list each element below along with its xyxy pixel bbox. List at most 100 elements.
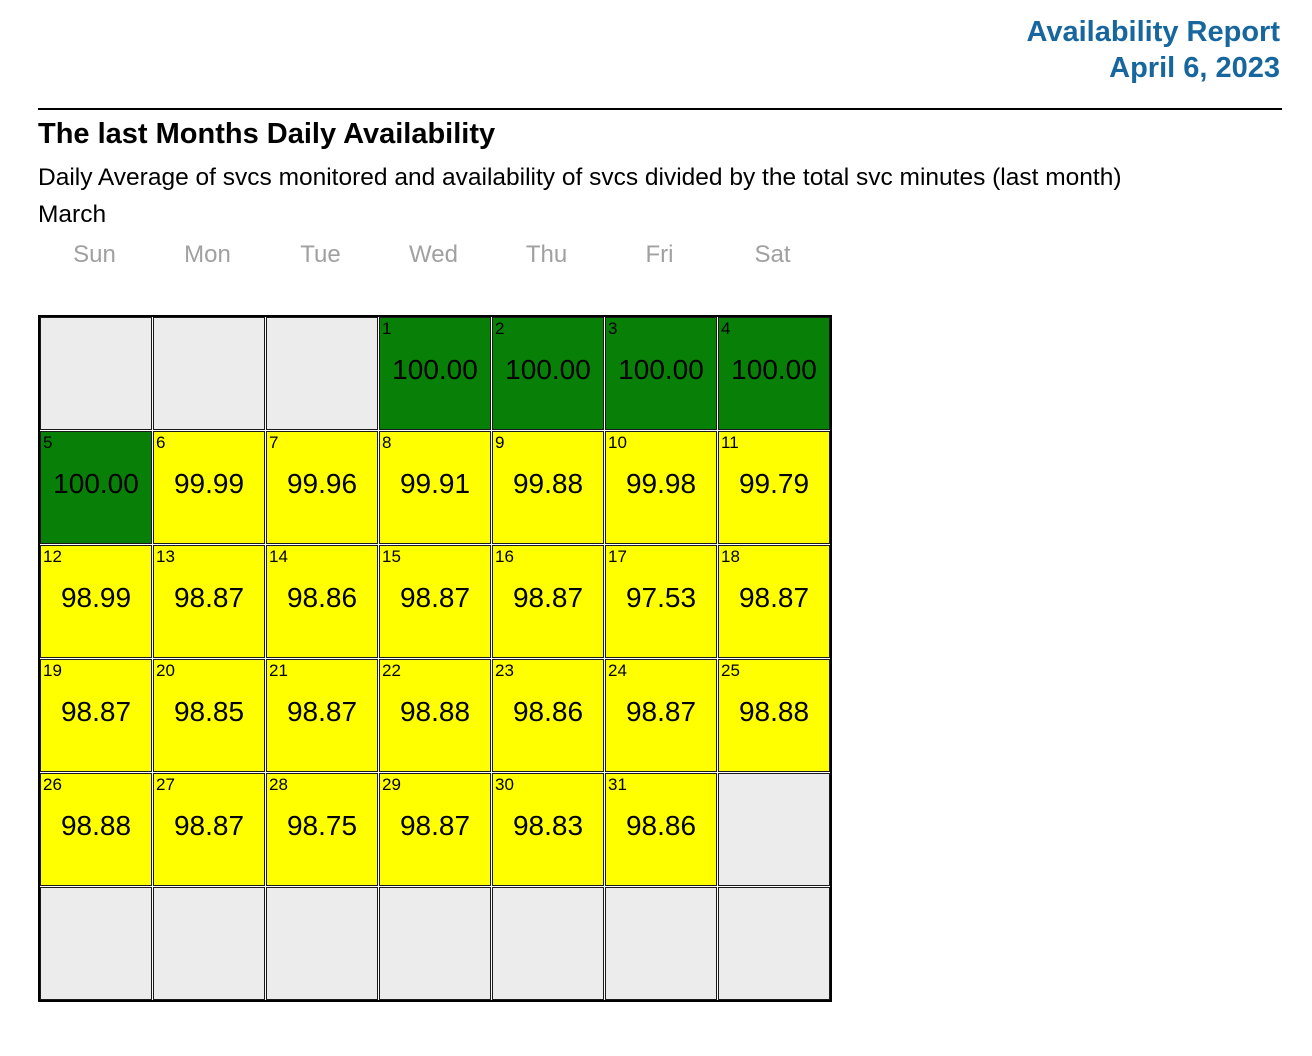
calendar-day-5: 5 100.00 [40,431,152,544]
day-number: 29 [382,775,401,794]
calendar-day-1: 1 100.00 [379,317,491,430]
day-number: 30 [495,775,514,794]
calendar-day-16: 16 98.87 [492,545,604,658]
calendar-day-4: 4 100.00 [718,317,830,430]
day-number: 31 [608,775,627,794]
availability-value: 99.79 [738,468,810,499]
day-number: 19 [43,661,62,680]
calendar-day-20: 20 98.85 [153,659,265,772]
calendar-day-27: 27 98.87 [153,773,265,886]
calendar-empty-cell [153,887,265,1000]
calendar-day-30: 30 98.83 [492,773,604,886]
availability-value: 100.00 [618,354,704,385]
day-number: 23 [495,661,514,680]
weekday-label-tue: Tue [300,241,341,268]
availability-value: 98.87 [625,696,697,727]
availability-value: 98.87 [399,810,471,841]
calendar-day-22: 22 98.88 [379,659,491,772]
weekday-label-mon: Mon [184,241,231,268]
availability-value: 98.85 [173,696,245,727]
day-number: 16 [495,547,514,566]
availability-value: 98.87 [173,810,245,841]
availability-value: 99.91 [399,468,471,499]
calendar-day-25: 25 98.88 [718,659,830,772]
day-number: 11 [721,433,739,452]
weekday-header-row: Sun Mon Tue Wed Thu Fri Sat [38,241,1282,269]
calendar-day-15: 15 98.87 [379,545,491,658]
calendar-day-13: 13 98.87 [153,545,265,658]
availability-value: 100.00 [392,354,478,385]
day-number: 18 [721,547,740,566]
weekday-label-wed: Wed [409,241,458,268]
availability-value: 99.99 [173,468,245,499]
availability-value: 98.87 [173,582,245,613]
calendar-day-29: 29 98.87 [379,773,491,886]
calendar-day-3: 3 100.00 [605,317,717,430]
availability-value: 98.88 [738,696,810,727]
availability-value: 98.83 [512,810,584,841]
calendar-day-6: 6 99.99 [153,431,265,544]
calendar-empty-cell [718,773,830,886]
day-number: 22 [382,661,401,680]
availability-value: 99.96 [286,468,358,499]
calendar-day-17: 17 97.53 [605,545,717,658]
weekday-label-fri: Fri [645,241,674,268]
availability-value: 100.00 [505,354,591,385]
calendar-day-11: 11 99.79 [718,431,830,544]
availability-value: 99.98 [625,468,697,499]
day-number: 17 [608,547,627,566]
day-number: 25 [721,661,740,680]
availability-value: 98.87 [286,696,358,727]
day-number: 15 [382,547,401,566]
calendar-day-8: 8 99.91 [379,431,491,544]
calendar-day-12: 12 98.99 [40,545,152,658]
weekday-label-sun: Sun [73,241,116,268]
calendar-empty-cell [718,887,830,1000]
day-number: 24 [608,661,627,680]
availability-value: 98.75 [286,810,358,841]
availability-value: 98.88 [399,696,471,727]
calendar-day-19: 19 98.87 [40,659,152,772]
availability-value: 98.86 [625,810,697,841]
header-divider-rule [38,108,1282,110]
availability-value: 98.87 [738,582,810,613]
day-number: 20 [156,661,175,680]
availability-value: 99.88 [512,468,584,499]
day-number: 21 [269,661,288,680]
report-title: Availability Report [1026,16,1280,48]
availability-value: 98.87 [60,696,132,727]
day-number: 8 [382,433,392,452]
day-number: 6 [156,433,166,452]
weekday-label-thu: Thu [525,241,568,268]
day-number: 28 [269,775,288,794]
day-number: 7 [269,433,279,452]
calendar-day-14: 14 98.86 [266,545,378,658]
day-number: 12 [43,547,62,566]
day-number: 14 [269,547,288,566]
report-header: Availability Report April 6, 2023 [38,14,1282,86]
calendar-grid: 1 100.00 2 100.00 3 100.00 4 100.00 5 100.00 6 99.9… [38,315,832,1002]
calendar-empty-cell [605,887,717,1000]
section-subtitle: Daily Average of svcs monitored and avai… [38,164,1122,191]
day-number: 5 [43,433,53,452]
calendar-empty-cell [40,317,152,430]
calendar-empty-cell [153,317,265,430]
calendar-day-7: 7 99.96 [266,431,378,544]
day-number: 2 [495,319,505,338]
availability-value: 98.88 [60,810,132,841]
calendar-day-23: 23 98.86 [492,659,604,772]
day-number: 10 [608,433,627,452]
availability-value: 97.53 [625,582,697,613]
calendar-day-31: 31 98.86 [605,773,717,886]
calendar-day-24: 24 98.87 [605,659,717,772]
section-title: The last Months Daily Availability [38,118,496,150]
calendar-day-18: 18 98.87 [718,545,830,658]
weekday-label-sat: Sat [754,241,791,268]
day-number: 4 [721,319,731,338]
calendar-empty-cell [492,887,604,1000]
calendar-empty-cell [266,317,378,430]
calendar-day-28: 28 98.75 [266,773,378,886]
availability-value: 100.00 [731,354,817,385]
availability-value: 100.00 [53,468,139,499]
